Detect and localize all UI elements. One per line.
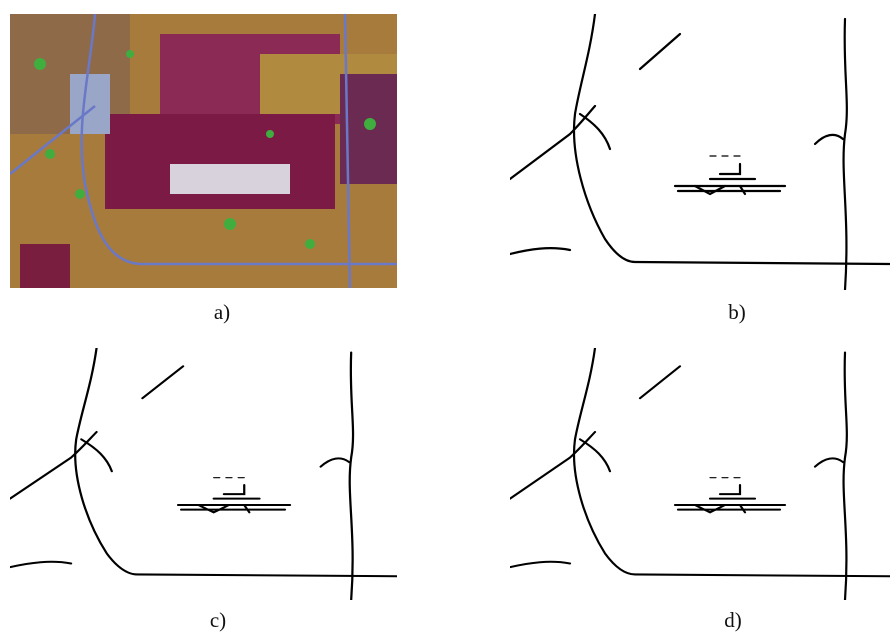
road-map-b xyxy=(510,14,890,290)
road-map-c xyxy=(10,348,397,600)
panel-label: b) xyxy=(728,300,746,325)
panel-label: d) xyxy=(724,608,742,633)
road-map-d xyxy=(510,348,890,600)
figure: a) b) c) d) xyxy=(0,0,890,633)
panel-label: c) xyxy=(210,608,226,633)
satellite-image xyxy=(10,14,397,288)
panel-label: a) xyxy=(214,300,230,325)
